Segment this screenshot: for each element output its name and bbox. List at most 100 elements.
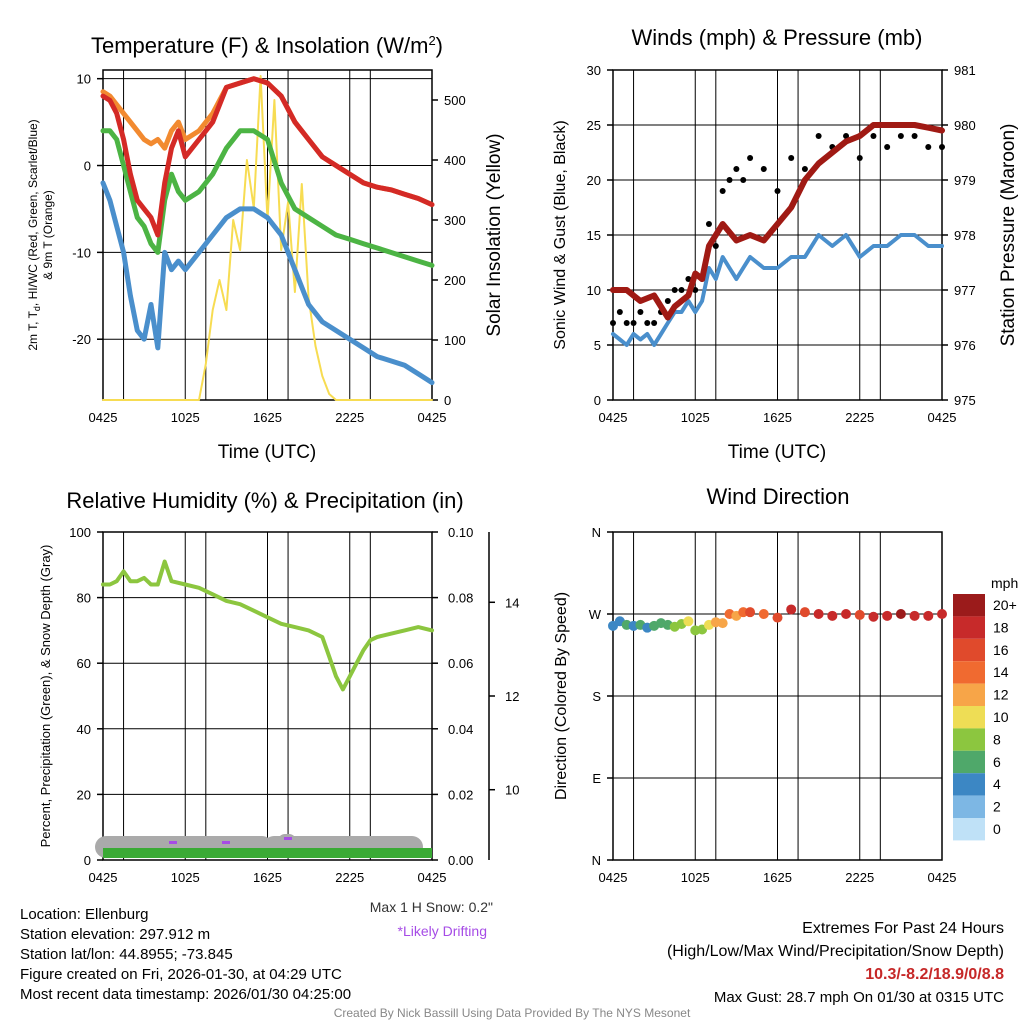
temp-ytick-label-1: 0 [84,159,91,174]
winds-gust-point [911,133,918,139]
rh-xtick-label-1: 1025 [171,870,200,885]
rh-frame [102,531,433,861]
winds-ytick-label-1: 5 [594,338,601,353]
rh-ytick-label-3: 60 [77,656,91,671]
winds-gust-point [733,166,740,172]
dir-point [895,609,906,619]
dir-point [813,609,824,619]
rh-y3tick-label-1: 12 [505,689,519,704]
extremes-box: Extremes For Past 24 Hours (High/Low/Max… [667,917,1004,1009]
temp-y2tick-label-3: 300 [444,213,466,228]
winds-gust-point [712,243,719,249]
colorbar-label-8: 4 [993,776,1001,792]
winds-gust-point [678,287,685,293]
temp-xtick-label-1: 1025 [171,410,200,425]
rh-series-humidity [101,559,434,692]
colorbar-swatch-5 [953,706,985,729]
temp-series-wind-chill [100,180,435,386]
dir-xtick-label-3: 2225 [845,870,874,885]
rh-series-precipitation [103,848,432,858]
temp-y2label: Solar Insolation (Yellow) [484,133,505,336]
dir-ytick-label-0: N [592,853,601,868]
winds-y2tick-label-1: 976 [954,338,976,353]
max-gust-text: Max Gust: 28.7 mph On 01/30 at 0315 UTC [713,989,1004,1006]
dir-point [827,610,838,621]
winds-gust-point [788,155,795,161]
winds-ytick-label-5: 25 [587,118,601,133]
dir-xtick-label-0: 0425 [599,870,628,885]
rh-snow-bump [278,834,296,848]
rh-y2tick-label-4: 0.08 [448,591,473,606]
winds-y2tick-label-3: 978 [954,228,976,243]
winds-series-pressure [610,122,945,321]
rh-ytick-label-5: 100 [69,525,91,540]
winds-title: Winds (mph) & Pressure (mb) [632,25,923,50]
colorbar-label-7: 6 [993,754,1001,770]
winds-gust-point [897,133,904,139]
rh-ytick-label-4: 80 [77,591,91,606]
dir-point [937,609,947,619]
dir-ytick-label-3: W [589,607,602,622]
winds-gust-point [726,177,733,183]
winds-xlabel: Time (UTC) [728,442,827,463]
extremes-values: 10.3/-8.2/18.9/0/8.8 [865,966,1004,983]
dir-point [841,609,852,619]
station-info: Location: Ellenburg Station elevation: 2… [20,905,351,1005]
credit-text: Created By Nick Bassill Using Data Provi… [333,1006,691,1020]
colorbar-swatch-6 [953,728,985,751]
temp-xtick-label-2: 1625 [253,410,282,425]
colorbar-swatch-3 [953,661,985,684]
rh-y2tick-label-0: 0.00 [448,853,473,868]
dir-ytick-label-2: S [592,689,601,704]
dir-point [868,611,879,622]
rh-title: Relative Humidity (%) & Precipitation (i… [66,488,463,513]
temp-y2tick-label-1: 100 [444,333,466,348]
dir-point [786,604,797,615]
rh-y2tick-label-1: 0.02 [448,787,473,802]
winds-gust-point [705,221,712,227]
temp-frame [102,69,433,401]
dir-ytick-label-4: N [592,525,601,540]
dir-point [772,612,783,623]
colorbar-swatch-7 [953,750,985,774]
winds-gust-point [719,188,726,194]
dir-xtick-label-4: 0425 [928,870,957,885]
winds-ytick-label-3: 15 [587,228,601,243]
dir-point [717,618,728,629]
dir-point [738,607,749,618]
winds-xtick-label-2: 1625 [763,410,792,425]
winds-series-sonic-wind [611,233,944,347]
temp-y2tick-label-5: 500 [444,93,466,108]
dir-ylabel: Direction (Colored By Speed) [553,592,570,800]
temp-xtick-label-4: 0425 [418,410,447,425]
rh-y2tick-label-5: 0.10 [448,525,473,540]
rh-ytick-label-1: 20 [77,787,91,802]
colorbar-swatch-0 [953,594,985,617]
dir-point [799,607,810,618]
winds-gust-point [637,309,644,315]
temp-series-td [100,128,435,268]
winds-gust-point [939,144,945,150]
latlon-text: Station lat/lon: 44.8955; -73.845 [20,946,233,963]
dir-xtick-label-2: 1625 [763,870,792,885]
rh-drifting-note: *Likely Drifting [398,923,487,939]
winds-gust-point [774,188,781,194]
dir-point [683,616,694,627]
dir-title: Wind Direction [706,484,849,509]
winds-gust-point [856,155,863,161]
rh-y3tick-label-0: 10 [505,783,519,798]
colorbar-label-6: 8 [993,731,1001,747]
colorbar-label-2: 16 [993,642,1009,658]
rh-y2tick-label-3: 0.06 [448,656,473,671]
winds-gust-point [870,133,877,139]
winds-gust-point [616,309,623,315]
rh-y3tick-label-2: 14 [505,595,519,610]
rh-y2tick-label-2: 0.04 [448,722,473,737]
winds-gust-point [760,166,767,172]
winds-gust-point [692,287,699,293]
dir-point [854,609,865,620]
winds-gust-point [747,155,754,161]
winds-ylabel: Sonic Wind & Gust (Blue, Black) [552,120,569,349]
